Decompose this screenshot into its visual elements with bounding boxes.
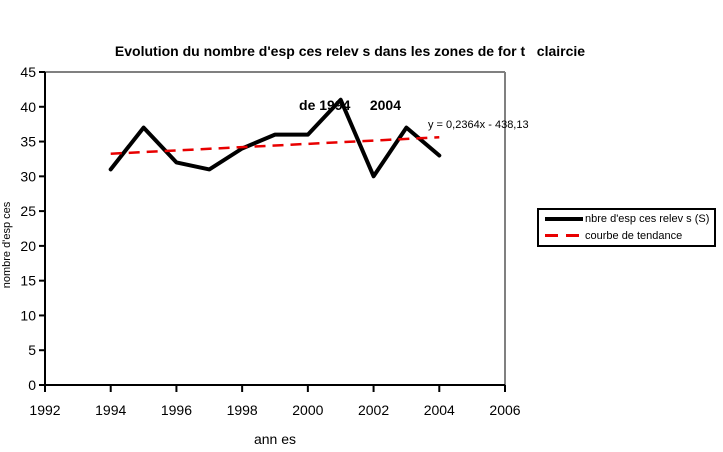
y-tick-label: 15 [20, 273, 36, 289]
x-tick-label: 1994 [95, 402, 126, 418]
x-tick-label: 1998 [227, 402, 258, 418]
x-tick-label: 1992 [29, 402, 60, 418]
x-tick-label: 2006 [489, 402, 520, 418]
legend-item-trend: courbe de tendance [545, 228, 714, 243]
y-tick-label: 40 [20, 99, 36, 115]
y-tick-label: 0 [28, 377, 36, 393]
y-tick-label: 25 [20, 203, 36, 219]
x-axis-title: ann es [253, 431, 297, 447]
x-tick-label: 2002 [358, 402, 389, 418]
legend-item-series: nbre d'esp ces relev s (S) [545, 212, 714, 227]
series-line-swatch [545, 217, 583, 222]
chart-title: Evolution du nombre d'esp ces relev s da… [0, 6, 700, 150]
trendline-equation-label: y = 0,2364x - 438,13 [428, 119, 529, 131]
x-tick-label: 2000 [292, 402, 323, 418]
y-tick-label: 10 [20, 307, 36, 323]
y-axis-title: nombre d'esp ces [1, 201, 13, 289]
chart-title-line1: Evolution du nombre d'esp ces relev s da… [114, 43, 586, 59]
x-tick-label: 1996 [161, 402, 192, 418]
trend-line [110, 136, 440, 155]
legend-label-trend: courbe de tendance [585, 229, 683, 242]
y-tick-label: 30 [20, 168, 36, 184]
y-tick-label: 20 [20, 238, 36, 254]
y-tick-label: 45 [20, 64, 36, 80]
y-tick-label: 35 [20, 134, 36, 150]
legend: nbre d'esp ces relev s (S) courbe de ten… [537, 208, 716, 247]
x-tick-label: 2004 [424, 402, 455, 418]
series-line [108, 97, 442, 179]
trendline-swatch [545, 234, 583, 238]
y-tick-label: 5 [28, 342, 36, 358]
legend-label-series: nbre d'esp ces relev s (S) [585, 213, 710, 226]
